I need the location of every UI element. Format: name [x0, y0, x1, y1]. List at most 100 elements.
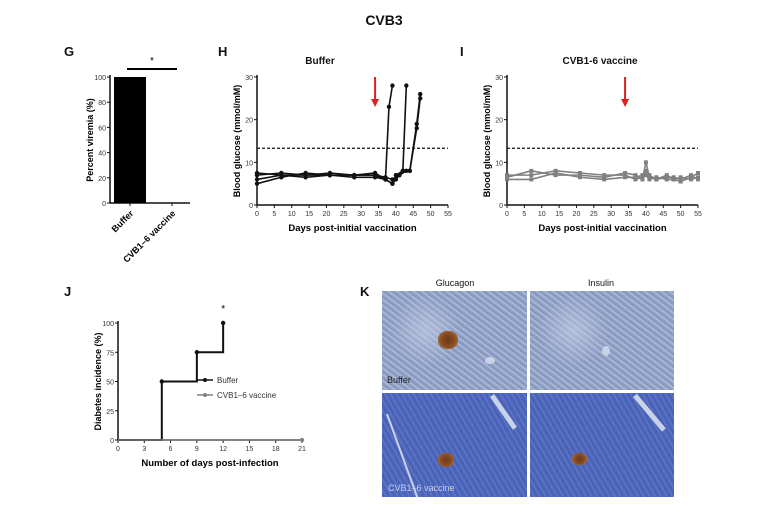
- data-point: [647, 177, 652, 182]
- significance-star: *: [150, 56, 154, 67]
- data-point: [696, 171, 700, 175]
- panel-label-k: K: [360, 284, 370, 299]
- data-point: [654, 177, 659, 182]
- data-point: [254, 172, 260, 178]
- x-tick-label: 6: [169, 446, 173, 453]
- data-point: [279, 175, 284, 180]
- k-row-label-buffer: Buffer: [387, 375, 411, 385]
- data-point: [643, 173, 648, 178]
- data-point: [602, 173, 607, 178]
- stained-islet: [438, 331, 458, 349]
- x-tick-label: 0: [116, 446, 120, 453]
- duct: [485, 357, 495, 364]
- y-tick-label: 50: [106, 380, 114, 387]
- legend-label: Buffer: [217, 376, 239, 385]
- x-axis-label: Days post-initial vaccination: [288, 223, 416, 234]
- histology-vaccine-glucagon: CVB1–6 vaccine: [382, 393, 527, 497]
- x-tick-label: 30: [357, 211, 365, 218]
- y-tick-label: 100: [102, 321, 114, 328]
- y-tick-label: 25: [106, 409, 114, 416]
- x-tick-label: 0: [505, 211, 509, 218]
- x-tick-label: 50: [427, 211, 435, 218]
- vessel: [489, 394, 517, 430]
- data-point: [553, 168, 558, 173]
- significance-star: *: [221, 304, 225, 315]
- x-tick-label: 9: [195, 446, 199, 453]
- data-point: [640, 175, 645, 180]
- y-tick-label: 10: [495, 160, 503, 167]
- vessel: [633, 393, 666, 432]
- data-point: [671, 177, 676, 182]
- x-tick-label: 45: [409, 211, 417, 218]
- data-point: [254, 181, 260, 186]
- x-tick-label: 3: [142, 446, 146, 453]
- x-tick-label: 25: [340, 211, 348, 218]
- data-point: [577, 175, 582, 180]
- x-tick-label: 18: [272, 446, 280, 453]
- km-line-buffer: [118, 323, 225, 441]
- panel-label-i: I: [460, 44, 464, 59]
- y-tick-label: 20: [98, 176, 106, 183]
- x-category-label: Buffer: [110, 208, 136, 234]
- data-point: [505, 177, 509, 182]
- data-point: [689, 177, 694, 182]
- y-axis-label: Blood glucose (mmol/mM): [232, 85, 242, 198]
- data-point: [640, 177, 645, 182]
- stained-islet: [438, 453, 454, 467]
- data-point: [633, 177, 638, 182]
- panel-label-h: H: [218, 44, 228, 59]
- bar-buffer: [114, 77, 146, 203]
- x-tick-label: 30: [607, 211, 615, 218]
- data-point: [397, 172, 402, 178]
- y-tick-label: 30: [245, 75, 253, 82]
- data-point: [407, 168, 412, 174]
- data-point: [577, 173, 582, 178]
- data-point: [647, 173, 652, 178]
- data-point: [640, 173, 645, 178]
- data-point: [553, 171, 558, 175]
- data-point: [505, 175, 509, 180]
- data-point: [372, 172, 378, 178]
- data-point: [664, 175, 669, 180]
- y-tick-label: 80: [98, 100, 106, 107]
- x-tick-label: 10: [288, 211, 296, 218]
- x-tick-label: 40: [392, 211, 400, 218]
- x-tick-label: 55: [694, 211, 702, 218]
- series-line-3: [507, 169, 699, 181]
- x-axis-label: Days post-initial vaccination: [538, 223, 666, 234]
- data-point: [623, 171, 628, 175]
- x-tick-label: 25: [590, 211, 598, 218]
- x-tick-label: 35: [625, 211, 633, 218]
- data-point: [418, 96, 423, 101]
- data-point: [671, 175, 676, 180]
- series-line-4: [256, 98, 422, 181]
- y-axis-label: Percent viremia (%): [85, 98, 95, 182]
- x-tick-label: 15: [246, 446, 254, 453]
- data-point: [418, 91, 423, 97]
- x-tick-label: 15: [305, 211, 313, 218]
- k-col-glucagon: Glucagon: [435, 278, 475, 288]
- data-point: [404, 168, 409, 174]
- data-point: [386, 104, 392, 110]
- data-point: [664, 177, 669, 182]
- y-axis-label: Blood glucose (mmol/mM): [482, 85, 492, 198]
- figure-title: CVB3: [365, 12, 403, 28]
- data-point: [390, 181, 395, 186]
- y-tick-label: 10: [245, 160, 253, 167]
- y-tick-label: 0: [499, 203, 503, 210]
- x-tick-label: 21: [298, 446, 306, 453]
- data-point: [529, 173, 534, 178]
- stained-islet: [572, 453, 587, 465]
- data-point: [414, 126, 419, 131]
- data-point: [390, 177, 395, 182]
- histology-buffer-insulin: [530, 291, 674, 390]
- data-point: [678, 179, 683, 184]
- y-tick-label: 75: [106, 350, 114, 357]
- data-point: [254, 177, 260, 182]
- data-point: [529, 168, 534, 173]
- data-point: [643, 160, 648, 165]
- data-point: [643, 168, 648, 173]
- series-line-3: [256, 93, 422, 185]
